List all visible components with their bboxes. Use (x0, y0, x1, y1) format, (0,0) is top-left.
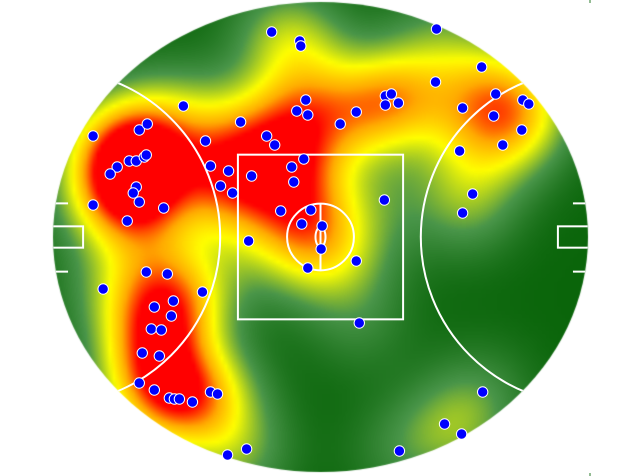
data-point (378, 194, 391, 206)
data-point (173, 393, 186, 405)
data-point (148, 384, 161, 396)
data-point (302, 262, 314, 274)
data-point (155, 324, 168, 336)
data-point (104, 168, 116, 180)
data-point (133, 377, 145, 389)
data-point (165, 310, 178, 322)
data-point (393, 445, 406, 457)
data-point (300, 94, 312, 106)
data-point (141, 118, 153, 130)
data-point (430, 23, 443, 35)
data-point (211, 388, 224, 400)
data-point (488, 110, 500, 122)
data-point (295, 40, 307, 52)
data-point (234, 116, 247, 128)
data-point (268, 139, 281, 151)
data-point (350, 255, 362, 267)
field-markings (53, 68, 588, 406)
left-50m-arc (53, 68, 222, 406)
data-point (242, 235, 255, 247)
data-point (204, 160, 217, 172)
data-point (260, 130, 273, 142)
data-point (214, 180, 227, 192)
data-point (221, 449, 234, 461)
data-point (157, 202, 170, 214)
data-point (438, 418, 451, 430)
data-point (286, 161, 298, 173)
data-point (140, 266, 152, 278)
data-point (133, 124, 145, 136)
data-point (275, 205, 287, 217)
data-point (456, 102, 469, 114)
data-point (315, 243, 327, 255)
data-point (87, 130, 99, 142)
centre-square (236, 153, 405, 321)
data-point (291, 105, 303, 117)
data-point (296, 218, 308, 230)
data-point (497, 139, 509, 151)
data-point (133, 196, 145, 208)
data-point (136, 347, 148, 359)
points-layer (87, 23, 535, 461)
data-point (523, 98, 535, 110)
data-point (148, 301, 161, 313)
data-point (186, 396, 199, 408)
data-point (240, 443, 253, 455)
data-point (456, 207, 469, 219)
data-point (305, 204, 317, 216)
data-point (288, 176, 300, 188)
data-point (429, 76, 442, 88)
data-point (455, 428, 468, 440)
data-point (453, 145, 466, 157)
data-point (196, 286, 209, 298)
data-point (87, 199, 99, 211)
data-point (111, 161, 123, 173)
data-point (302, 109, 314, 121)
data-point (350, 106, 362, 118)
data-point (127, 187, 139, 199)
data-point (334, 118, 346, 130)
data-point (385, 88, 398, 100)
left-goal-square (53, 225, 85, 249)
data-point (199, 135, 212, 147)
data-point (316, 220, 328, 232)
data-point (490, 88, 502, 100)
data-point (476, 386, 489, 398)
data-point (177, 100, 190, 112)
data-point (392, 97, 405, 109)
data-point (298, 153, 310, 165)
data-point (516, 124, 528, 136)
data-point (161, 268, 174, 280)
data-point (167, 295, 180, 307)
data-point (466, 188, 479, 200)
data-point (121, 215, 133, 227)
data-point (226, 187, 239, 199)
data-point (245, 170, 258, 182)
data-point (379, 99, 392, 111)
data-point (353, 317, 365, 329)
data-point (97, 283, 109, 295)
data-point (140, 149, 152, 161)
data-point (475, 61, 488, 73)
data-point (265, 26, 278, 38)
right-goal-square (556, 225, 588, 249)
right-50m-arc (419, 68, 588, 406)
data-point (153, 350, 166, 362)
data-point (222, 165, 235, 177)
data-point (145, 323, 158, 335)
